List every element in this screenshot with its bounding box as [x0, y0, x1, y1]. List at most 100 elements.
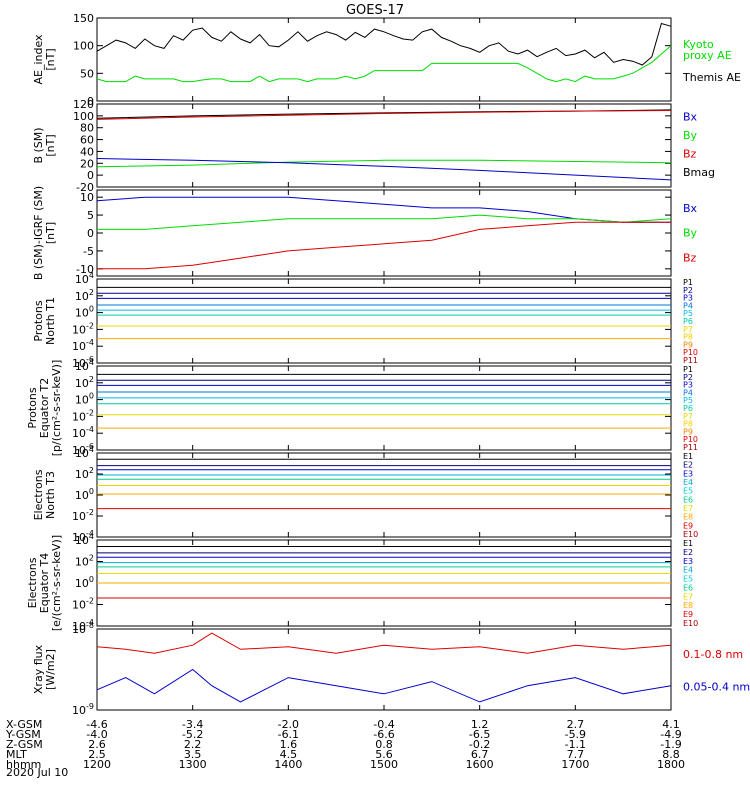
panel-frame [96, 278, 672, 364]
legend-entry: P10 [683, 435, 698, 444]
plot-title: GOES-17 [346, 3, 404, 18]
table-cell: 3.5 [183, 748, 202, 761]
series-line-bx [96, 158, 672, 181]
y-tick-label: 100 [73, 40, 94, 53]
table-cell: 1400 [274, 758, 303, 771]
table-cell: -1.1 [564, 738, 587, 751]
legend-entry: Bz [683, 147, 697, 160]
legend-entry: E5 [683, 575, 693, 584]
y-tick-label: 104 [75, 532, 94, 547]
row-label-mlt: MLT [6, 748, 27, 761]
plot-date: 2020 Jul 10 [6, 766, 69, 779]
legend-entry: P9 [683, 427, 693, 436]
legend-entry: E7 [683, 592, 693, 601]
y-tick-label: 0 [87, 169, 94, 182]
table-cell: -5.2 [181, 728, 204, 741]
y-tick-label: 100 [75, 487, 94, 502]
y-axis-label: AE_index[nT] [32, 34, 57, 85]
table-cell: 4.5 [279, 748, 298, 761]
table-cell: 1700 [561, 758, 590, 771]
table-cell: 2.5 [88, 748, 106, 761]
y-tick-label: 104 [75, 271, 94, 286]
panel-frame [96, 628, 672, 711]
legend-entry: E6 [683, 583, 693, 592]
legend-entry: P7 [683, 325, 693, 334]
row-label-z-gsm: Z-GSM [6, 738, 43, 751]
series-line-0-1-0-8-nm [96, 632, 672, 654]
legend-entry: P3 [683, 381, 693, 390]
legend-entry: E9 [683, 521, 693, 530]
table-cell: 0.8 [375, 738, 393, 751]
legend-entry: P6 [683, 317, 693, 326]
legend-entry: By [683, 227, 698, 240]
legend-entry: Kyoto proxy AE [683, 38, 732, 62]
row-label-hhmm: hhmm [6, 758, 42, 771]
legend-entry: Bx [683, 111, 698, 124]
y-axis-label: Xray flux[W/m2] [32, 644, 57, 694]
y-tick-label: 40 [80, 145, 94, 158]
y-tick-label: 10 [80, 191, 94, 204]
table-cell: 1500 [370, 758, 398, 771]
y-tick-label: 102 [75, 466, 94, 481]
legend-entry: P3 [683, 294, 693, 303]
legend-entry: E10 [683, 619, 698, 628]
panel-ae: 0 50 100 150 AE_index[nT] Kyoto proxy AE Themis… [32, 12, 741, 108]
y-tick-label: -10 [76, 263, 94, 276]
legend-entry: P2 [683, 373, 693, 382]
y-tick-label: 10-4 [72, 425, 94, 440]
y-tick-label: 0 [87, 227, 94, 240]
legend-entry: E1 [683, 539, 693, 548]
table-cell: 8.8 [662, 748, 680, 761]
legend-entry: P4 [683, 301, 693, 310]
orbit-info-table: X-GSM -4.6 -3.4 -2.0 -0.4 1.2 2.7 4.1 Y-GSM -4.0 -… [0, 716, 750, 800]
table-cell: 6.7 [470, 748, 489, 761]
legend-entry: E10 [683, 530, 698, 539]
y-tick-label: 10-2 [72, 597, 94, 612]
series-line-by [97, 214, 672, 230]
legend-entry: By [683, 129, 698, 142]
table-cell: 2.2 [183, 738, 202, 751]
legend-entry: P1 [683, 278, 693, 287]
legend-entry: P7 [683, 412, 693, 421]
y-tick-label: 60 [80, 134, 94, 147]
legend-entry: 0.05-0.4 nm [683, 681, 750, 694]
legend-entry: E8 [683, 513, 693, 522]
series-line-bz [97, 221, 671, 270]
y-axis-label: B (SM)[nT] [32, 127, 57, 163]
table-cell: -6.1 [277, 728, 300, 741]
legend-entry: E7 [683, 504, 693, 513]
y-tick-label: 150 [73, 12, 94, 25]
y-tick-label: 0 [87, 95, 94, 108]
table-cell: -3.4 [181, 718, 204, 731]
series-line-by [96, 159, 672, 168]
panel-xray: 10-8 10-9 Xray flux[W/m2] 0.1-0.8 nm 0.05-0.… [32, 621, 750, 717]
legend-entry: Bmag [683, 166, 715, 179]
panel-frame [96, 365, 672, 451]
table-cell: -6.5 [468, 728, 491, 741]
row-label-y-gsm: Y-GSM [6, 728, 41, 741]
y-tick-label: 20 [80, 157, 94, 170]
y-tick-label: 80 [80, 122, 94, 135]
y-tick-label: 120 [73, 98, 94, 111]
legend-entry: E9 [683, 610, 693, 619]
legend-entry: P5 [683, 309, 693, 318]
legend-entry: P11 [683, 356, 698, 365]
table-cell: -4.6 [86, 718, 108, 731]
legend-entry: P2 [683, 286, 693, 295]
y-tick-label: 10-8 [72, 621, 94, 636]
legend-entry: E1 [683, 452, 693, 461]
series-line-kyoto-proxy-ae [96, 45, 672, 83]
y-axis-label: ProtonsEquator T2[p/(cm²-s-sr-keV)] [26, 360, 63, 457]
table-cell: -4.0 [86, 728, 108, 741]
table-cell: 1300 [178, 758, 207, 771]
table-cell: 1.6 [279, 738, 298, 751]
y-tick-label: 10-2 [72, 321, 94, 336]
y-tick-label: 100 [75, 575, 94, 590]
legend-entry: P11 [683, 443, 698, 452]
y-axis-label: ProtonsNorth T1 [32, 297, 57, 345]
table-cell: -1.9 [660, 738, 682, 751]
